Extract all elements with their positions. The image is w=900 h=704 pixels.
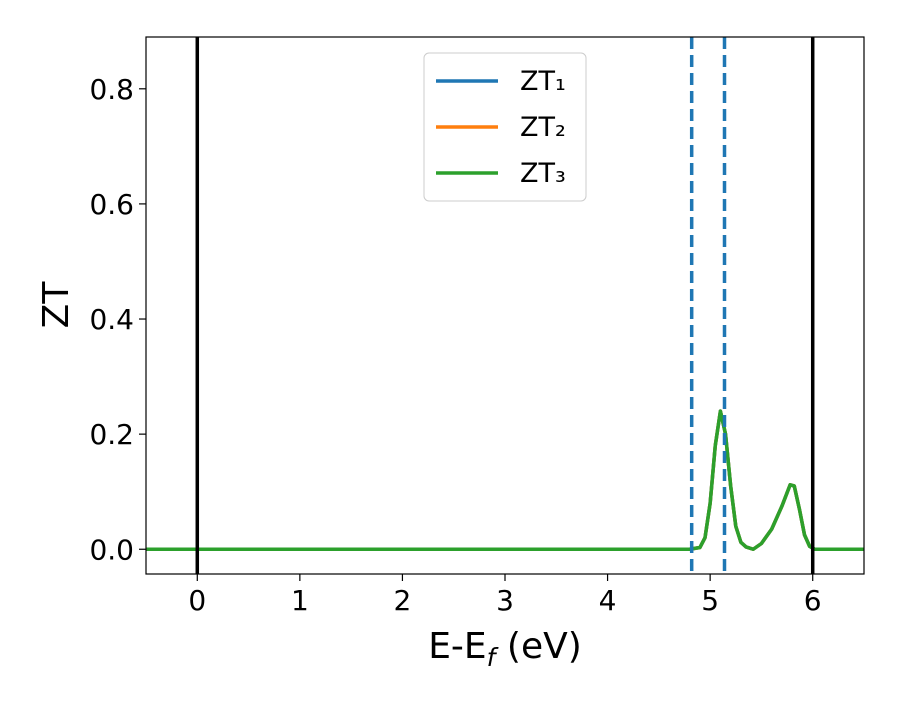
legend-box <box>423 52 587 202</box>
y-tick-label: 0.0 <box>89 533 134 566</box>
x-tick-label: 6 <box>804 584 822 617</box>
x-tick-label: 3 <box>496 584 514 617</box>
y-tick-label: 0.8 <box>89 73 134 106</box>
x-label-unit: (eV) <box>495 626 581 667</box>
legend-label: ZT₂ <box>520 112 566 143</box>
data-line <box>146 409 864 552</box>
y-tick-label: 0.6 <box>89 188 134 221</box>
x-axis-label: E-Ef (eV) <box>428 626 582 672</box>
y-tick-label: 0.4 <box>89 303 134 336</box>
y-axis-label: ZT <box>36 281 77 329</box>
x-tick-label: 4 <box>599 584 617 617</box>
y-tick-label: 0.2 <box>89 418 134 451</box>
x-tick-label: 2 <box>394 584 412 617</box>
x-tick-label: 0 <box>188 584 206 617</box>
x-tick-label: 1 <box>291 584 309 617</box>
x-label-main: E-E <box>428 626 486 667</box>
legend-label: ZT₁ <box>520 66 566 97</box>
legend-label: ZT₃ <box>520 158 566 189</box>
x-tick-label: 5 <box>701 584 719 617</box>
plot-frame <box>145 36 865 575</box>
